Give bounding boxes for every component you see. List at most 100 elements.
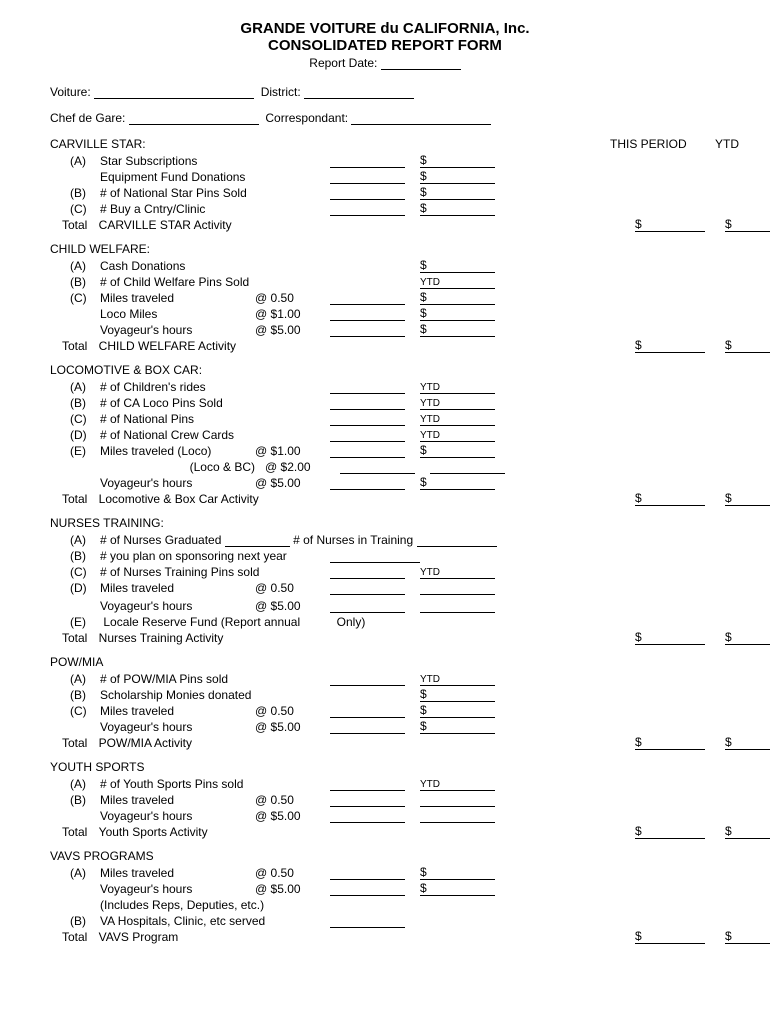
amt[interactable]: $ — [420, 443, 495, 458]
blank[interactable] — [330, 806, 405, 807]
amt[interactable]: $ — [420, 687, 495, 702]
loco-c: # of National Pins — [100, 412, 330, 426]
amt[interactable]: YTD — [420, 382, 495, 394]
blank[interactable] — [420, 806, 495, 807]
blank[interactable] — [420, 594, 495, 595]
nurses-d2: Voyageur's hours — [100, 599, 255, 613]
amt[interactable]: YTD — [420, 567, 495, 579]
amt[interactable]: YTD — [420, 430, 495, 442]
blank[interactable] — [330, 425, 405, 426]
total-period[interactable]: $ — [635, 338, 705, 353]
carville-c: # Buy a Cntry/Clinic — [100, 202, 330, 216]
rate: @ 0.50 — [255, 581, 330, 595]
blank[interactable] — [330, 612, 405, 613]
amt[interactable]: YTD — [420, 277, 495, 289]
amt[interactable]: $ — [420, 290, 495, 305]
blank[interactable] — [430, 473, 505, 474]
blank[interactable] — [330, 320, 405, 321]
blank[interactable] — [330, 167, 405, 168]
rate: @ $1.00 — [255, 444, 330, 458]
blank[interactable] — [330, 927, 405, 928]
amt[interactable]: $ — [420, 881, 495, 896]
blank[interactable] — [330, 895, 405, 896]
district-blank[interactable] — [304, 98, 414, 99]
vavs-a: Miles traveled — [100, 866, 255, 880]
total-ytd[interactable]: $ — [725, 824, 770, 839]
total-label: Total — [62, 492, 92, 506]
blank[interactable] — [330, 304, 405, 305]
amt[interactable]: $ — [420, 719, 495, 734]
blank[interactable] — [330, 578, 405, 579]
blank[interactable] — [330, 393, 405, 394]
total-ytd[interactable]: $ — [725, 735, 770, 750]
total-ytd[interactable]: $ — [725, 929, 770, 944]
blank[interactable] — [330, 717, 405, 718]
total-ytd[interactable]: $ — [725, 491, 770, 506]
chef-blank[interactable] — [129, 124, 259, 125]
blank[interactable] — [330, 336, 405, 337]
total-period[interactable]: $ — [635, 824, 705, 839]
pow-header: POW/MIA — [50, 655, 720, 669]
amt[interactable]: $ — [420, 865, 495, 880]
blank[interactable] — [330, 215, 405, 216]
rate: @ $2.00 — [265, 460, 340, 474]
amt[interactable]: YTD — [420, 674, 495, 686]
amt[interactable]: YTD — [420, 779, 495, 791]
amt[interactable]: $ — [420, 703, 495, 718]
blank[interactable] — [330, 879, 405, 880]
total-label: Total — [62, 631, 92, 645]
blank[interactable] — [330, 489, 405, 490]
youth-header: YOUTH SPORTS — [50, 760, 720, 774]
child-c3: Voyageur's hours — [100, 323, 255, 337]
org-title: GRANDE VOITURE du CALIFORNIA, Inc. — [50, 20, 720, 37]
blank[interactable] — [330, 441, 405, 442]
letter-a: (A) — [70, 154, 100, 168]
youth-b2: Voyageur's hours — [100, 809, 255, 823]
amt[interactable]: $ — [420, 185, 495, 200]
blank[interactable] — [330, 790, 405, 791]
amt[interactable]: YTD — [420, 414, 495, 426]
loco-a: # of Children's rides — [100, 380, 330, 394]
total-period[interactable]: $ — [635, 735, 705, 750]
total-ytd[interactable]: $ — [725, 338, 770, 353]
blank[interactable] — [330, 457, 405, 458]
nurses-e: Locale Reserve Fund (Report annual — [103, 615, 300, 629]
date-blank[interactable] — [381, 69, 461, 70]
blank[interactable] — [420, 612, 495, 613]
amt[interactable]: $ — [420, 201, 495, 216]
voiture-blank[interactable] — [94, 98, 254, 99]
blank[interactable] — [330, 199, 405, 200]
amt[interactable]: $ — [420, 169, 495, 184]
child-total: CHILD WELFARE Activity — [99, 339, 236, 353]
total-ytd[interactable]: $ — [725, 630, 770, 645]
rate: @ 0.50 — [255, 291, 330, 305]
blank[interactable] — [420, 822, 495, 823]
amt[interactable]: $ — [420, 258, 495, 273]
total-period[interactable]: $ — [635, 491, 705, 506]
blank[interactable] — [330, 685, 405, 686]
amt[interactable]: YTD — [420, 398, 495, 410]
total-ytd[interactable]: $ — [725, 217, 770, 232]
blank[interactable] — [330, 594, 405, 595]
chef-row: Chef de Gare: Correspondant: — [50, 111, 720, 125]
blank[interactable] — [330, 822, 405, 823]
total-period[interactable]: $ — [635, 630, 705, 645]
blank[interactable] — [340, 473, 415, 474]
amt[interactable]: $ — [420, 475, 495, 490]
amt[interactable]: $ — [420, 322, 495, 337]
blank[interactable] — [330, 733, 405, 734]
blank[interactable] — [330, 562, 420, 563]
correspondant-blank[interactable] — [351, 124, 491, 125]
blank[interactable] — [330, 183, 405, 184]
form-title: CONSOLIDATED REPORT FORM — [50, 37, 720, 54]
amt[interactable]: $ — [420, 306, 495, 321]
total-period[interactable]: $ — [635, 929, 705, 944]
blank[interactable] — [225, 546, 290, 547]
blank[interactable] — [417, 546, 497, 547]
rate: @ $1.00 — [255, 307, 330, 321]
blank[interactable] — [330, 409, 405, 410]
loco-e3: Voyageur's hours — [100, 476, 255, 490]
total-period[interactable]: $ — [635, 217, 705, 232]
nurses-b: # you plan on sponsoring next year — [100, 549, 330, 563]
amt[interactable]: $ — [420, 153, 495, 168]
